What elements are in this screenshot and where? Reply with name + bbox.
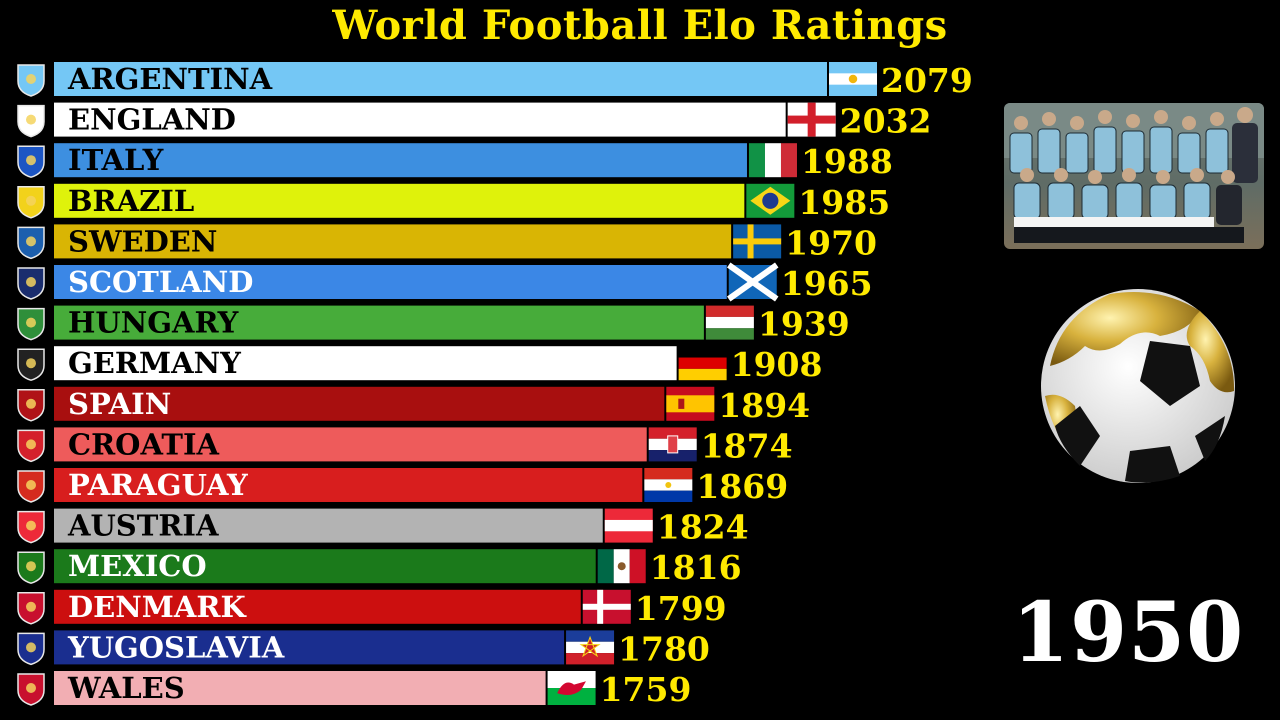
bar-italy	[54, 143, 747, 178]
italy-crest-icon	[17, 145, 45, 178]
spain-crest-icon	[17, 389, 45, 422]
team-photo-icon	[1004, 103, 1264, 243]
germany-flag-icon	[678, 346, 727, 381]
bar-value-scotland: 1965	[781, 264, 873, 303]
italy-flag-icon	[748, 143, 797, 178]
bar-mexico	[54, 549, 596, 584]
bar-label-scotland: SCOTLAND	[68, 265, 253, 299]
bar-label-denmark: DENMARK	[68, 590, 247, 624]
austria-flag-icon	[604, 508, 653, 543]
bar-yugoslavia	[54, 630, 565, 665]
bar-sweden	[54, 224, 732, 259]
bar-spain	[54, 386, 665, 421]
spain-flag-icon	[666, 386, 715, 421]
bar-label-england: ENGLAND	[68, 103, 236, 137]
germany-crest-icon	[17, 348, 45, 381]
yugoslavia-flag-icon	[566, 630, 615, 665]
bar-label-hungary: HUNGARY	[68, 306, 239, 340]
year-label: 1950	[1012, 585, 1245, 681]
bar-england	[54, 102, 786, 137]
bar-value-austria: 1824	[657, 508, 749, 547]
wales-flag-icon	[547, 671, 596, 705]
paraguay-flag-icon	[644, 468, 693, 502]
bar-germany	[54, 346, 677, 381]
scotland-crest-icon	[17, 267, 45, 300]
bar-value-hungary: 1939	[758, 305, 850, 344]
yugoslavia-crest-icon	[17, 632, 45, 666]
scotland-flag-icon	[727, 262, 779, 302]
bar-value-mexico: 1816	[650, 548, 742, 587]
bar-label-brazil: BRAZIL	[68, 184, 194, 218]
wales-crest-icon	[17, 673, 45, 706]
bar-label-wales: WALES	[67, 671, 185, 705]
bar-value-denmark: 1799	[635, 589, 727, 628]
bar-label-paraguay: PARAGUAY	[68, 468, 248, 502]
bar-brazil	[54, 183, 745, 218]
austria-crest-icon	[17, 510, 45, 544]
bar-value-italy: 1988	[801, 142, 893, 181]
bar-value-sweden: 1970	[785, 223, 877, 262]
bar-argentina	[54, 62, 827, 96]
bar-value-brazil: 1985	[798, 183, 890, 222]
bar-label-italy: ITALY	[68, 143, 164, 177]
bar-value-croatia: 1874	[701, 426, 793, 465]
brazil-flag-icon	[746, 183, 795, 218]
bar-label-mexico: MEXICO	[68, 549, 207, 583]
bar-value-wales: 1759	[600, 670, 692, 709]
england-flag-icon	[787, 102, 836, 137]
bar-label-spain: SPAIN	[68, 387, 171, 421]
bar-hungary	[54, 305, 704, 340]
bar-value-germany: 1908	[731, 345, 823, 384]
bar-value-argentina: 2079	[881, 61, 973, 100]
bar-label-yugoslavia: YUGOSLAVIA	[67, 630, 285, 664]
argentina-flag-icon	[829, 62, 877, 96]
croatia-flag-icon	[648, 427, 697, 462]
denmark-crest-icon	[17, 592, 45, 625]
england-crest-icon	[17, 104, 45, 138]
hungary-crest-icon	[17, 307, 45, 341]
bar-denmark	[54, 589, 581, 624]
bar-scotland	[54, 265, 727, 299]
bar-value-spain: 1894	[718, 386, 810, 425]
golden-football-icon	[1041, 289, 1235, 483]
bar-label-sweden: SWEDEN	[68, 224, 217, 258]
bar-value-paraguay: 1869	[696, 467, 788, 506]
hungary-flag-icon	[705, 305, 754, 340]
croatia-crest-icon	[17, 429, 45, 463]
paraguay-crest-icon	[17, 470, 45, 503]
bar-croatia	[54, 427, 647, 462]
mexico-crest-icon	[17, 551, 45, 584]
chart-title: World Football Elo Ratings	[332, 2, 948, 49]
bar-chart: ARGENTINA 2079 ENGLAND 2032 ITALY 1988 BRAZIL 1…	[17, 61, 973, 709]
team-photo	[1004, 103, 1264, 249]
brazil-crest-icon	[17, 186, 45, 219]
mexico-flag-icon	[597, 549, 646, 584]
bar-paraguay	[54, 468, 643, 502]
sweden-crest-icon	[17, 226, 45, 260]
bar-label-croatia: CROATIA	[68, 427, 220, 461]
bar-label-germany: GERMANY	[68, 346, 241, 380]
argentina-crest-icon	[17, 64, 45, 97]
bar-value-england: 2032	[840, 102, 932, 141]
sweden-flag-icon	[733, 224, 782, 259]
bar-austria	[54, 508, 603, 543]
bar-wales	[54, 671, 546, 705]
bar-label-austria: AUSTRIA	[67, 509, 219, 543]
denmark-flag-icon	[582, 589, 631, 624]
bar-value-yugoslavia: 1780	[618, 629, 710, 668]
bar-label-argentina: ARGENTINA	[67, 62, 273, 96]
